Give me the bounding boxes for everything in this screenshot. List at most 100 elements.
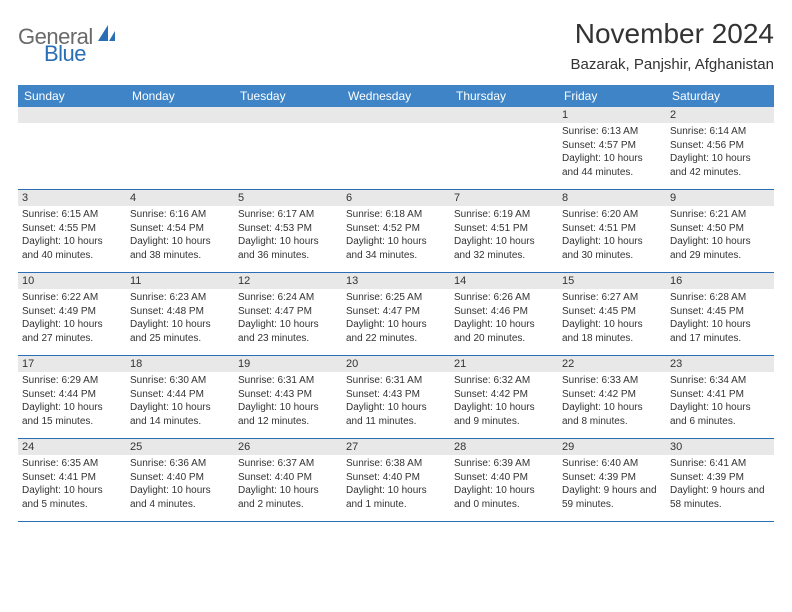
day-detail: Sunrise: 6:39 AMSunset: 4:40 PMDaylight:… [450,455,558,515]
calendar-week-row: 10Sunrise: 6:22 AMSunset: 4:49 PMDayligh… [18,273,774,356]
sunrise-text: Sunrise: 6:26 AM [454,291,554,305]
sunrise-text: Sunrise: 6:20 AM [562,208,662,222]
day-detail: Sunrise: 6:14 AMSunset: 4:56 PMDaylight:… [666,123,774,183]
weekday-label: Sunday [18,85,126,107]
daylight-text: Daylight: 10 hours and 6 minutes. [670,401,770,428]
calendar-day-cell [450,107,558,189]
day-detail: Sunrise: 6:19 AMSunset: 4:51 PMDaylight:… [450,206,558,266]
day-number: 19 [234,356,342,372]
daylight-text: Daylight: 10 hours and 22 minutes. [346,318,446,345]
calendar-day-cell: 14Sunrise: 6:26 AMSunset: 4:46 PMDayligh… [450,273,558,355]
sunrise-text: Sunrise: 6:27 AM [562,291,662,305]
sail-icon [97,24,117,47]
day-detail: Sunrise: 6:18 AMSunset: 4:52 PMDaylight:… [342,206,450,266]
daylight-text: Daylight: 10 hours and 38 minutes. [130,235,230,262]
calendar-day-cell: 8Sunrise: 6:20 AMSunset: 4:51 PMDaylight… [558,190,666,272]
sunset-text: Sunset: 4:47 PM [346,305,446,319]
sunrise-text: Sunrise: 6:35 AM [22,457,122,471]
sunrise-text: Sunrise: 6:14 AM [670,125,770,139]
day-number: 12 [234,273,342,289]
day-detail: Sunrise: 6:25 AMSunset: 4:47 PMDaylight:… [342,289,450,349]
sunrise-text: Sunrise: 6:38 AM [346,457,446,471]
sunrise-text: Sunrise: 6:40 AM [562,457,662,471]
calendar-week-row: 1Sunrise: 6:13 AMSunset: 4:57 PMDaylight… [18,107,774,190]
day-detail [450,123,558,129]
day-detail: Sunrise: 6:31 AMSunset: 4:43 PMDaylight:… [234,372,342,432]
day-number: 17 [18,356,126,372]
calendar-day-cell: 22Sunrise: 6:33 AMSunset: 4:42 PMDayligh… [558,356,666,438]
day-detail [126,123,234,129]
day-number: 7 [450,190,558,206]
day-number: 4 [126,190,234,206]
calendar-day-cell: 11Sunrise: 6:23 AMSunset: 4:48 PMDayligh… [126,273,234,355]
daylight-text: Daylight: 10 hours and 0 minutes. [454,484,554,511]
day-number: 28 [450,439,558,455]
calendar-day-cell [234,107,342,189]
sunset-text: Sunset: 4:43 PM [346,388,446,402]
sunset-text: Sunset: 4:41 PM [670,388,770,402]
sunrise-text: Sunrise: 6:15 AM [22,208,122,222]
brand-blue: Blue [44,41,86,66]
sunrise-text: Sunrise: 6:21 AM [670,208,770,222]
weekday-label: Thursday [450,85,558,107]
calendar-day-cell: 10Sunrise: 6:22 AMSunset: 4:49 PMDayligh… [18,273,126,355]
calendar-day-cell: 15Sunrise: 6:27 AMSunset: 4:45 PMDayligh… [558,273,666,355]
calendar-day-cell: 20Sunrise: 6:31 AMSunset: 4:43 PMDayligh… [342,356,450,438]
day-number [18,107,126,123]
daylight-text: Daylight: 10 hours and 11 minutes. [346,401,446,428]
daylight-text: Daylight: 10 hours and 5 minutes. [22,484,122,511]
calendar-day-cell [18,107,126,189]
calendar-day-cell: 12Sunrise: 6:24 AMSunset: 4:47 PMDayligh… [234,273,342,355]
sunrise-text: Sunrise: 6:34 AM [670,374,770,388]
day-number: 16 [666,273,774,289]
sunset-text: Sunset: 4:56 PM [670,139,770,153]
day-detail: Sunrise: 6:31 AMSunset: 4:43 PMDaylight:… [342,372,450,432]
sunrise-text: Sunrise: 6:22 AM [22,291,122,305]
sunset-text: Sunset: 4:40 PM [454,471,554,485]
day-number: 30 [666,439,774,455]
sunrise-text: Sunrise: 6:29 AM [22,374,122,388]
calendar-day-cell: 23Sunrise: 6:34 AMSunset: 4:41 PMDayligh… [666,356,774,438]
day-detail: Sunrise: 6:33 AMSunset: 4:42 PMDaylight:… [558,372,666,432]
day-number: 29 [558,439,666,455]
calendar-day-cell: 29Sunrise: 6:40 AMSunset: 4:39 PMDayligh… [558,439,666,521]
calendar-page: General November 2024 Bazarak, Panjshir,… [0,0,792,522]
day-detail: Sunrise: 6:34 AMSunset: 4:41 PMDaylight:… [666,372,774,432]
sunset-text: Sunset: 4:45 PM [670,305,770,319]
sunset-text: Sunset: 4:39 PM [670,471,770,485]
weekday-label: Wednesday [342,85,450,107]
calendar-day-cell: 5Sunrise: 6:17 AMSunset: 4:53 PMDaylight… [234,190,342,272]
sunrise-text: Sunrise: 6:33 AM [562,374,662,388]
sunset-text: Sunset: 4:55 PM [22,222,122,236]
calendar-week-row: 17Sunrise: 6:29 AMSunset: 4:44 PMDayligh… [18,356,774,439]
daylight-text: Daylight: 10 hours and 1 minute. [346,484,446,511]
day-detail: Sunrise: 6:13 AMSunset: 4:57 PMDaylight:… [558,123,666,183]
daylight-text: Daylight: 10 hours and 27 minutes. [22,318,122,345]
day-number: 3 [18,190,126,206]
day-detail: Sunrise: 6:21 AMSunset: 4:50 PMDaylight:… [666,206,774,266]
sunset-text: Sunset: 4:52 PM [346,222,446,236]
day-number: 25 [126,439,234,455]
sunrise-text: Sunrise: 6:32 AM [454,374,554,388]
daylight-text: Daylight: 10 hours and 44 minutes. [562,152,662,179]
day-number: 21 [450,356,558,372]
calendar-day-cell: 27Sunrise: 6:38 AMSunset: 4:40 PMDayligh… [342,439,450,521]
sunset-text: Sunset: 4:49 PM [22,305,122,319]
sunset-text: Sunset: 4:57 PM [562,139,662,153]
sunset-text: Sunset: 4:45 PM [562,305,662,319]
sunset-text: Sunset: 4:40 PM [346,471,446,485]
day-detail: Sunrise: 6:22 AMSunset: 4:49 PMDaylight:… [18,289,126,349]
daylight-text: Daylight: 9 hours and 58 minutes. [670,484,770,511]
calendar-day-cell: 7Sunrise: 6:19 AMSunset: 4:51 PMDaylight… [450,190,558,272]
day-number: 14 [450,273,558,289]
calendar-day-cell: 13Sunrise: 6:25 AMSunset: 4:47 PMDayligh… [342,273,450,355]
day-detail [234,123,342,129]
daylight-text: Daylight: 10 hours and 18 minutes. [562,318,662,345]
calendar-day-cell: 21Sunrise: 6:32 AMSunset: 4:42 PMDayligh… [450,356,558,438]
day-detail: Sunrise: 6:28 AMSunset: 4:45 PMDaylight:… [666,289,774,349]
weekday-label: Saturday [666,85,774,107]
sunset-text: Sunset: 4:48 PM [130,305,230,319]
daylight-text: Daylight: 10 hours and 25 minutes. [130,318,230,345]
title-block: November 2024 Bazarak, Panjshir, Afghani… [571,18,774,73]
sunset-text: Sunset: 4:51 PM [562,222,662,236]
